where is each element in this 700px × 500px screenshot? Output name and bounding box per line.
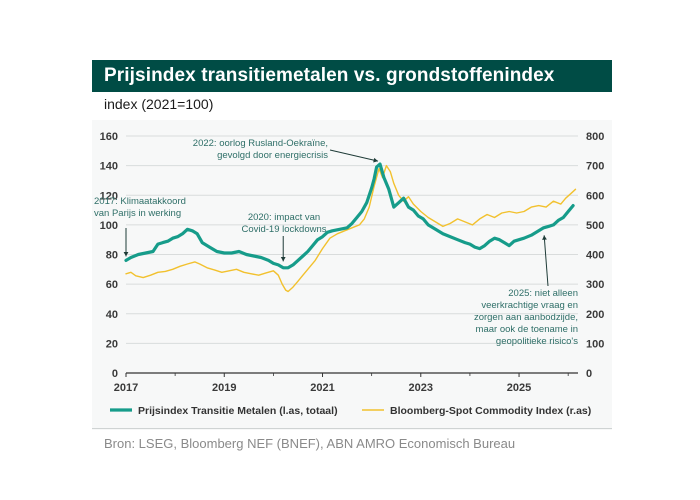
series-line-commodity-index <box>125 164 577 293</box>
legend-label: Prijsindex Transitie Metalen (l.as, tota… <box>138 405 338 417</box>
legend-label: Bloomberg-Spot Commodity Index (r.as) <box>390 405 591 417</box>
x-tick-label: 2019 <box>212 382 236 394</box>
annotation-arrow-icon <box>542 235 547 240</box>
x-tick-label: 2023 <box>409 382 433 394</box>
annotation-text: 2022: oorlog Rusland-Oekraïne, <box>193 138 328 149</box>
x-tick-label: 2017 <box>114 382 138 394</box>
annotation-text: van Parijs in werking <box>94 208 181 219</box>
chart-panel: 0 20 40 60 80 100 120 140 160 0 100 200 300 400 500 600… <box>92 120 612 430</box>
y-right-tick-label: 400 <box>586 250 604 262</box>
y-right-tick-label: 700 <box>586 161 604 173</box>
y-right-tick-label: 200 <box>586 309 604 321</box>
y-left-tick-label: 20 <box>106 338 118 350</box>
y-right-tick-label: 600 <box>586 190 604 202</box>
y-right-tick-label: 100 <box>586 338 604 350</box>
annotation-text: 2017: Klimaatakkoord <box>94 196 186 207</box>
annotation-text: maar ook de toename in <box>476 324 578 335</box>
y-left-tick-label: 80 <box>106 250 118 262</box>
source-note: Bron: LSEG, Bloomberg NEF (BNEF), ABN AM… <box>104 436 516 451</box>
y-left-tick-label: 140 <box>100 161 118 173</box>
annotation-leader-line <box>543 235 549 287</box>
y-left-tick-label: 160 <box>100 131 118 143</box>
annotation-text: geopolitieke risico's <box>496 336 578 347</box>
x-tick-label: 2025 <box>507 382 531 394</box>
chart-subtitle: index (2021=100) <box>104 96 214 112</box>
annotation-text: gevolgd door energiecrisis <box>217 150 328 161</box>
annotation-text: 2025: niet alleen <box>508 288 578 299</box>
x-tick-label: 2021 <box>310 382 334 394</box>
annotation-leader-line <box>329 149 379 162</box>
y-left-tick-label: 60 <box>106 279 118 291</box>
annotation-arrow-icon <box>373 157 379 163</box>
annotation-arrow-icon <box>280 256 286 262</box>
chart-title: Prijsindex transitiemetalen vs. grondsto… <box>92 60 612 92</box>
annotation-text: zorgen aan aanbodzijde, <box>474 312 578 323</box>
y-left-tick-label: 0 <box>112 368 118 380</box>
annotation-text: veerkrachtige vraag en <box>481 300 578 311</box>
source-divider <box>92 428 612 429</box>
y-right-tick-label: 300 <box>586 279 604 291</box>
series-line-transitiemetalen <box>124 162 575 270</box>
y-left-tick-label: 120 <box>100 190 118 202</box>
line-chart: 0 20 40 60 80 100 120 140 160 0 100 200 300 400 500 600… <box>94 131 604 417</box>
y-right-tick-label: 800 <box>586 131 604 143</box>
y-left-tick-label: 100 <box>100 220 118 232</box>
annotation-text: 2020: impact van <box>248 212 320 223</box>
y-left-tick-label: 40 <box>106 309 118 321</box>
y-right-tick-label: 0 <box>586 368 592 380</box>
annotation-text: Covid-19 lockdowns <box>241 224 326 235</box>
y-right-tick-label: 500 <box>586 220 604 232</box>
annotation-arrow-icon <box>123 252 129 257</box>
